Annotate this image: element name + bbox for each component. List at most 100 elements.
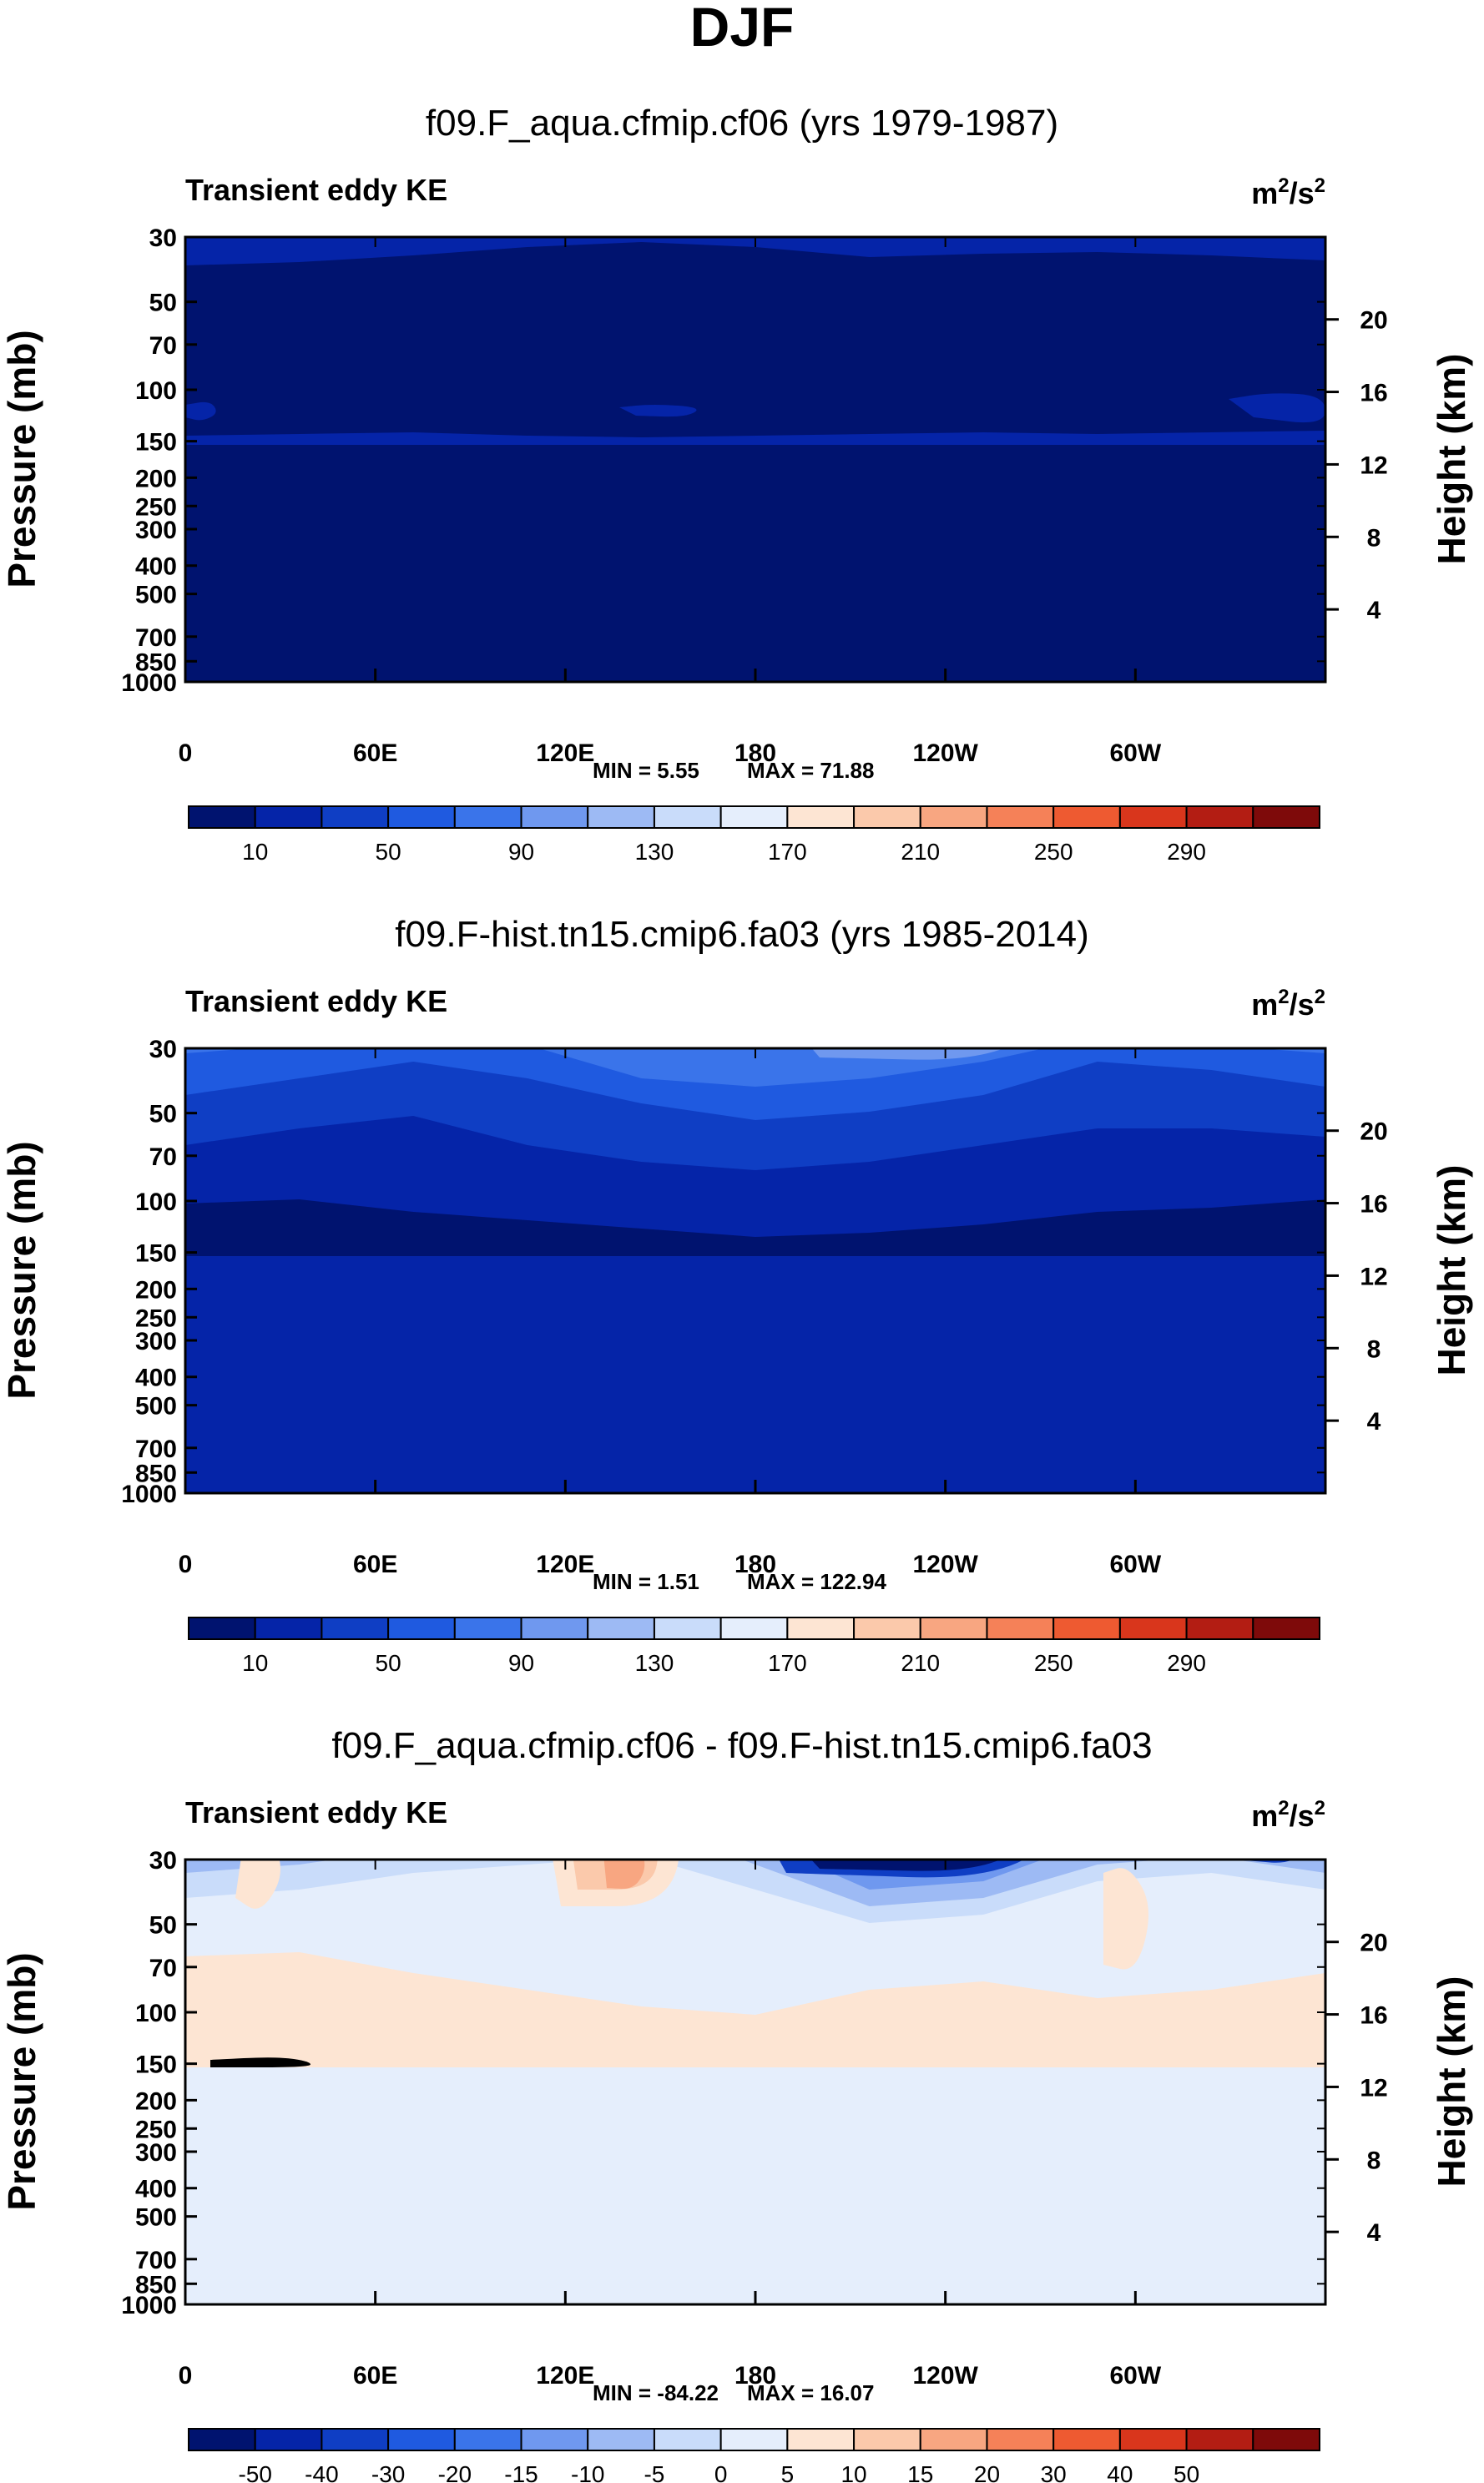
colorbar-label: 250	[1034, 839, 1073, 865]
y-axis-title: Pressure (mb)	[0, 1141, 43, 1399]
y2-axis-title: Height (km)	[1430, 1976, 1473, 2188]
max-label: MAX = 16.07	[747, 2380, 874, 2405]
panel-title: f09.F_aqua.cfmip.cf06 - f09.F-hist.tn15.…	[331, 1725, 1152, 1766]
colorbar-segment	[188, 1617, 256, 1640]
colorbar-segment	[919, 805, 988, 829]
y-tick-label: 70	[149, 1143, 177, 1171]
contour-field	[185, 201, 1325, 682]
colorbar-label: -20	[438, 2461, 472, 2483]
field-blob	[235, 1860, 280, 1909]
y-tick-label: 200	[135, 2087, 177, 2115]
colorbar-segment	[1118, 805, 1188, 829]
colorbar-segment	[1252, 805, 1320, 829]
colorbar-label: 90	[508, 1650, 534, 1676]
colorbar-label: -30	[371, 2461, 405, 2483]
panels-group: f09.F_aqua.cfmip.cf06 (yrs 1979-1987) Tra…	[0, 103, 1473, 2483]
panel-3: f09.F_aqua.cfmip.cf06 - f09.F-hist.tn15.…	[0, 1725, 1473, 2483]
y-tick-label: 850	[135, 649, 177, 676]
y-tick-label: 400	[135, 1365, 177, 1392]
y-tick-label: 30	[149, 225, 177, 252]
y-tick-label: 150	[135, 2052, 177, 2079]
x-tick-label: 60W	[1109, 1551, 1161, 1578]
y-tick-label: 100	[135, 1189, 177, 1216]
field-blob	[845, 201, 897, 210]
panel-title: f09.F-hist.tn15.cmip6.fa03 (yrs 1985-201…	[395, 914, 1089, 955]
x-tick-label: 0	[179, 739, 193, 767]
field-blob	[1103, 1868, 1148, 1970]
y2-tick-label: 16	[1360, 2002, 1387, 2030]
colorbar-segment	[387, 2428, 456, 2451]
colorbar-segment	[653, 805, 722, 829]
y-tick-label: 1000	[121, 669, 177, 697]
field-background	[185, 1860, 1325, 2304]
panel-left-label: Transient eddy KE	[185, 173, 447, 207]
field-blob	[811, 1048, 1004, 1060]
y-axis-title: Pressure (mb)	[0, 330, 43, 588]
y2-tick-label: 12	[1360, 452, 1387, 479]
colorbar-segment	[1052, 1617, 1121, 1640]
y-tick-label: 50	[149, 1912, 177, 1940]
colorbar-segment	[986, 805, 1055, 829]
min-label: MIN = -84.22	[593, 2380, 719, 2405]
x-tick-label: 60E	[353, 739, 397, 767]
x-tick-label: 120W	[912, 2362, 978, 2390]
y-tick-label: 250	[135, 493, 177, 521]
y-tick-label: 1000	[121, 1481, 177, 1508]
y2-tick-label: 16	[1360, 380, 1387, 407]
y2-tick-label: 8	[1367, 1335, 1381, 1363]
colorbar-segment	[1185, 805, 1254, 829]
colorbar-label: 50	[376, 1650, 401, 1676]
colorbar-label: 130	[635, 839, 674, 865]
x-tick-label: 180	[734, 739, 776, 767]
y-tick-label: 70	[149, 1955, 177, 1982]
colorbar-segment	[653, 1617, 722, 1640]
colorbar-label: 210	[901, 1650, 940, 1676]
x-tick-label: 120W	[912, 739, 978, 767]
y2-tick-label: 20	[1360, 1118, 1387, 1146]
colorbar-segment	[1052, 805, 1121, 829]
y-tick-label: 300	[135, 1328, 177, 1355]
colorbar-segment	[254, 1617, 323, 1640]
x-tick-label: 180	[734, 1551, 776, 1578]
y2-tick-label: 20	[1360, 1930, 1387, 1957]
panel-left-label: Transient eddy KE	[185, 1795, 447, 1829]
y2-axis-title: Height (km)	[1430, 1165, 1473, 1376]
colorbar-segment	[387, 1617, 456, 1640]
colorbar-label: 290	[1167, 1650, 1206, 1676]
field-blob	[444, 953, 541, 984]
panel-title: f09.F_aqua.cfmip.cf06 (yrs 1979-1987)	[426, 103, 1058, 144]
field-band	[185, 237, 1325, 265]
colorbar-segment	[1118, 2428, 1188, 2451]
colorbar-segment	[453, 2428, 522, 2451]
colorbar-segment	[853, 2428, 921, 2451]
field-blob	[810, 1860, 1001, 1871]
y2-tick-label: 12	[1360, 1263, 1387, 1290]
colorbar-segment	[786, 2428, 856, 2451]
colorbar-label: 250	[1034, 1650, 1073, 1676]
y-tick-label: 850	[135, 2271, 177, 2299]
colorbar-segment	[387, 805, 456, 829]
colorbar-segment	[321, 1617, 390, 1640]
colorbar-label: 170	[768, 1650, 807, 1676]
y-tick-label: 100	[135, 2000, 177, 2027]
colorbar-segment	[520, 1617, 589, 1640]
colorbar-segment	[986, 2428, 1055, 2451]
field-blob	[553, 1860, 679, 1907]
field-band	[185, 1860, 1325, 1906]
field-blob	[619, 405, 697, 417]
colorbar-segment	[587, 805, 655, 829]
y2-tick-label: 4	[1367, 597, 1381, 624]
colorbar-label: 10	[242, 839, 268, 865]
panel-units: m2/s2	[1251, 174, 1325, 210]
y-tick-label: 30	[149, 1847, 177, 1875]
y-tick-label: 30	[149, 1036, 177, 1063]
colorbar-label: 130	[635, 1650, 674, 1676]
colorbar-segment	[520, 805, 589, 829]
colorbar-label: -40	[305, 2461, 338, 2483]
colorbar-label: -10	[571, 2461, 604, 2483]
min-label: MIN = 1.51	[593, 1569, 699, 1594]
y-tick-label: 50	[149, 290, 177, 317]
field-band	[185, 1952, 1325, 2067]
y-tick-label: 500	[135, 1393, 177, 1421]
